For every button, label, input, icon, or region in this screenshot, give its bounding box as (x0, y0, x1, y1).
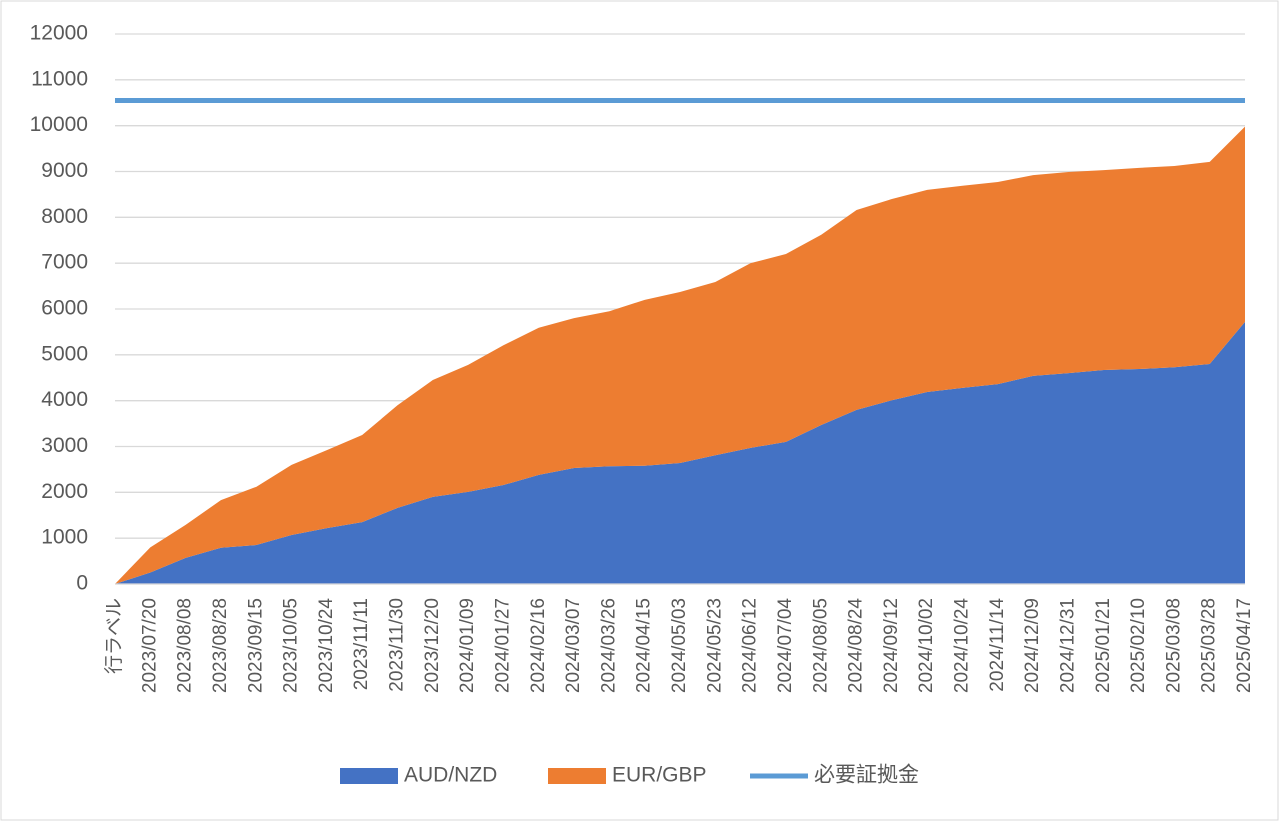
x-tick-label: 2024/08/24 (846, 598, 867, 694)
x-tick-label: 2024/06/12 (740, 598, 761, 693)
x-tick-label: 2024/08/05 (810, 598, 831, 693)
x-tick-label: 2024/03/26 (598, 598, 619, 693)
legend-label: 必要証拠金 (814, 764, 919, 787)
y-tick-label: 6000 (41, 297, 88, 320)
x-tick-label: 2025/03/08 (1163, 598, 1184, 693)
x-tick-label: 2023/08/28 (210, 598, 231, 693)
x-tick-label: 2024/07/04 (775, 598, 796, 694)
y-tick-label: 2000 (41, 480, 88, 503)
areas (115, 126, 1245, 584)
y-tick-label: 8000 (41, 205, 88, 228)
x-tick-label: 2024/01/09 (457, 598, 478, 693)
x-tick-label: 2024/04/15 (634, 598, 655, 693)
x-tick-label: 2024/05/03 (669, 598, 690, 693)
x-tick-label: 2024/10/24 (952, 598, 973, 694)
x-tick-label: 2023/09/15 (245, 598, 266, 693)
x-tick-label: 2023/07/20 (139, 598, 160, 693)
legend-label: AUD/NZD (404, 764, 497, 787)
x-tick-label: 2023/11/11 (351, 598, 372, 690)
x-tick-label: 2025/03/28 (1199, 598, 1220, 693)
x-tick-label: 2025/02/10 (1128, 598, 1149, 693)
x-tick-label: 2023/08/08 (175, 598, 196, 693)
y-tick-label: 7000 (41, 251, 88, 274)
x-tick-label: 2024/01/27 (492, 598, 513, 693)
y-tick-label: 12000 (30, 22, 88, 45)
x-tick-label: 2023/10/05 (281, 598, 302, 693)
x-tick-label: 2024/10/02 (916, 598, 937, 693)
x-tick-label: 2023/10/24 (316, 598, 337, 694)
x-tick-label: 2024/05/23 (704, 598, 725, 693)
y-tick-label: 5000 (41, 342, 88, 365)
y-tick-label: 9000 (41, 159, 88, 182)
y-tick-label: 0 (76, 572, 88, 595)
x-tick-label: 2023/11/30 (387, 598, 408, 692)
x-tick-label: 2024/12/31 (1057, 598, 1078, 693)
x-tick-label: 2023/12/20 (422, 598, 443, 693)
x-tick-label: 2024/12/09 (1022, 598, 1043, 693)
y-tick-label: 4000 (41, 388, 88, 411)
x-tick-label: 2024/11/14 (987, 598, 1008, 692)
area-series (115, 126, 1245, 584)
x-tick-label: 2024/09/12 (881, 598, 902, 693)
x-tick-label: 2025/01/21 (1093, 598, 1114, 693)
x-tick-label: 行ラベル (103, 598, 125, 674)
y-tick-label: 10000 (30, 113, 88, 136)
x-tick-label: 2024/03/07 (563, 598, 584, 693)
area-series (115, 321, 1245, 584)
legend-swatch (340, 768, 398, 784)
legend-swatch (548, 768, 606, 784)
y-tick-label: 3000 (41, 434, 88, 457)
legend-label: EUR/GBP (612, 764, 707, 787)
x-tick-label: 2025/04/17 (1234, 598, 1255, 693)
y-tick-label: 1000 (41, 526, 88, 549)
y-tick-label: 11000 (31, 67, 88, 90)
x-tick-label: 2024/02/16 (528, 598, 549, 693)
